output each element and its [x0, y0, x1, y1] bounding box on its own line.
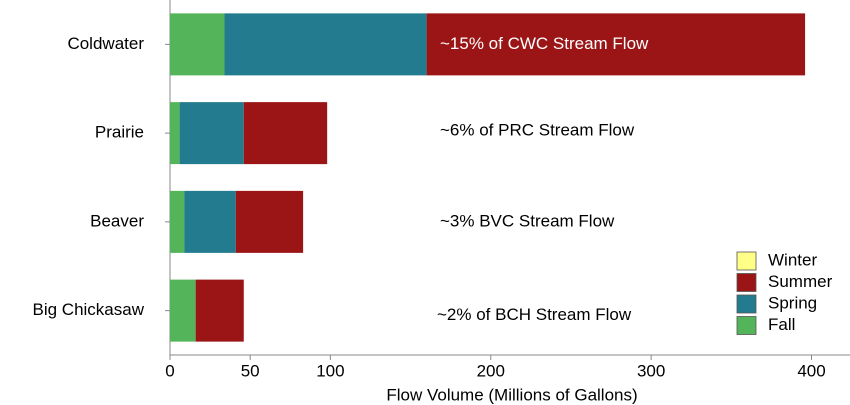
- legend-swatch: [736, 316, 757, 335]
- annotation: ~15% of CWC Stream Flow: [440, 34, 649, 53]
- x-axis-label: Flow Volume (Millions of Gallons): [386, 385, 637, 404]
- bar-segment: [195, 279, 244, 342]
- legend-label: Fall: [768, 315, 795, 334]
- y-tick-label: Beaver: [90, 211, 144, 230]
- legend-swatch: [736, 251, 757, 271]
- annotation: ~3% BVC Stream Flow: [440, 211, 615, 230]
- x-tick-label: 400: [797, 361, 825, 380]
- annotation: ~6% of PRC Stream Flow: [440, 121, 635, 140]
- x-tick-label: 0: [165, 361, 174, 380]
- bar-segment: [179, 102, 244, 165]
- bar-segment: [235, 190, 304, 253]
- x-tick-label: 50: [241, 361, 260, 380]
- legend-swatch: [736, 273, 757, 292]
- legend-label: Summer: [768, 272, 833, 291]
- bar-segment: [170, 13, 225, 76]
- y-tick-label: Prairie: [95, 123, 144, 142]
- annotation: ~2% of BCH Stream Flow: [437, 305, 632, 324]
- bar-segment: [426, 13, 806, 76]
- bar-segment: [243, 102, 328, 165]
- legend-label: Spring: [768, 293, 817, 312]
- x-tick-label: 300: [637, 361, 665, 380]
- bar-segment: [170, 279, 196, 342]
- legend-swatch: [736, 294, 757, 314]
- x-tick-label: 100: [316, 361, 344, 380]
- bar-segment: [170, 102, 180, 165]
- x-tick-label: 200: [477, 361, 505, 380]
- bar-segment: [170, 190, 185, 253]
- bar-segment: [224, 13, 427, 76]
- bar-segment: [184, 190, 236, 253]
- y-tick-label: Big Chickasaw: [33, 300, 145, 319]
- y-tick-label: Coldwater: [67, 34, 144, 53]
- legend-label: Winter: [768, 250, 817, 269]
